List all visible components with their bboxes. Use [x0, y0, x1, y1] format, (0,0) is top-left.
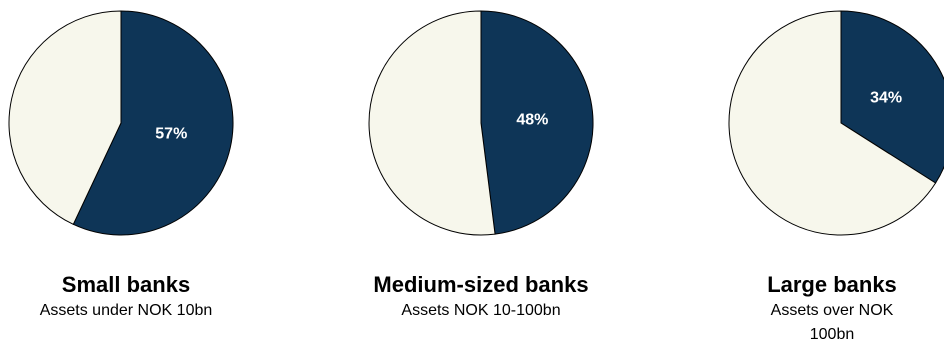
caption-small-banks: Small banks Assets under NOK 10bn — [16, 271, 236, 323]
chart-subtitle: Assets NOK 10-100bn — [401, 302, 561, 319]
pie-data-label: 34% — [870, 90, 902, 107]
pie-slice-rest — [728, 10, 937, 236]
pie-data-label: 48% — [516, 111, 548, 128]
pie-slice-share — [840, 10, 944, 184]
caption-medium-banks: Medium-sized banks Assets NOK 10-100bn — [341, 271, 621, 323]
chart-subtitle: Assets over NOK 100bn — [770, 302, 894, 343]
pie-slice-share — [72, 10, 234, 236]
pie-slice-share — [480, 10, 594, 235]
caption-large-banks: Large banks Assets over NOK 100bn — [732, 271, 932, 347]
chart-title: Medium-sized banks — [373, 272, 589, 297]
chart-title: Small banks — [61, 272, 191, 297]
chart-subtitle: Assets under NOK 10bn — [39, 302, 213, 319]
pie-data-label: 57% — [155, 126, 187, 143]
chart-title: Large banks — [767, 272, 897, 297]
pie-slice-rest — [8, 10, 122, 226]
pie-slice-rest — [368, 10, 496, 236]
